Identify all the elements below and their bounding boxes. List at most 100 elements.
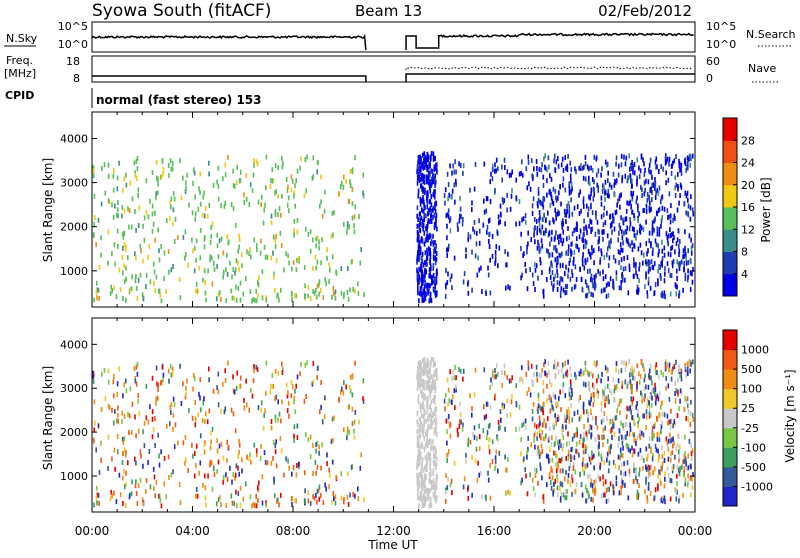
velocity-cell: [426, 380, 428, 386]
power-cell: [131, 196, 134, 202]
power-cell: [582, 196, 585, 202]
power-cell: [107, 260, 109, 266]
power-cell: [116, 212, 118, 218]
power-cell: [633, 213, 635, 218]
power-cell: [230, 202, 233, 207]
power-cell: [628, 266, 631, 272]
velocity-cell: [665, 385, 667, 391]
power-cell: [179, 295, 182, 301]
velocity-cell: [528, 386, 530, 392]
power-cell: [631, 240, 633, 246]
velocity-cell: [245, 378, 247, 384]
velocity-cell: [687, 366, 689, 372]
power-cell: [657, 281, 659, 287]
velocity-cell: [545, 453, 548, 459]
velocity-cell: [567, 431, 569, 437]
power-cell: [573, 249, 576, 255]
power-cell: [533, 232, 535, 238]
power-cell: [552, 217, 554, 223]
power-cell: [588, 251, 591, 257]
power-cell: [149, 198, 151, 204]
power-cell: [620, 285, 622, 291]
velocity-cell: [689, 422, 692, 428]
power-cell: [420, 167, 422, 173]
velocity-cell: [174, 422, 177, 428]
velocity-cell: [636, 479, 639, 485]
power-cell: [602, 276, 605, 282]
power-cell: [654, 177, 656, 182]
velocity-cell: [429, 404, 431, 410]
velocity-cell: [204, 485, 207, 491]
power-cell: [430, 274, 433, 280]
y-tick-label: 1000: [60, 470, 88, 483]
power-cell: [426, 198, 428, 204]
velocity-cell: [637, 423, 639, 429]
velocity-cell: [649, 363, 652, 369]
velocity-cell: [330, 439, 333, 445]
velocity-cell: [671, 437, 673, 443]
velocity-cell: [549, 480, 552, 485]
velocity-cell: [307, 437, 310, 443]
velocity-cell: [449, 482, 452, 488]
velocity-cell: [506, 398, 508, 404]
velocity-cell: [417, 377, 420, 383]
velocity-cell: [489, 495, 492, 501]
velocity-cell: [683, 407, 685, 412]
power-cell: [346, 221, 349, 227]
velocity-cell: [107, 465, 109, 471]
velocity-cell: [648, 411, 651, 417]
velocity-cell: [351, 392, 354, 398]
power-cell: [223, 203, 226, 209]
power-cell: [243, 192, 245, 198]
power-cell: [434, 255, 437, 261]
velocity-cell: [252, 378, 255, 384]
velocity-cell: [178, 482, 181, 488]
velocity-cell: [153, 486, 155, 491]
velocity-cell: [504, 426, 506, 432]
velocity-cell: [611, 427, 613, 433]
noise-right-tick-low: 10^0: [706, 38, 736, 51]
power-cell: [454, 159, 456, 165]
velocity-cell: [96, 500, 98, 506]
velocity-cell: [602, 442, 604, 448]
velocity-cell: [597, 434, 599, 440]
velocity-cell: [668, 367, 670, 373]
velocity-cell: [559, 496, 562, 502]
velocity-cell: [246, 454, 248, 460]
velocity-cell: [224, 406, 227, 412]
velocity-cell: [145, 478, 148, 483]
velocity-cell: [573, 455, 576, 461]
power-cell: [641, 187, 643, 193]
velocity-cell: [211, 486, 214, 492]
velocity-cell: [342, 390, 345, 396]
power-cell: [607, 170, 609, 176]
velocity-cell: [654, 382, 656, 388]
power-cell: [684, 190, 687, 196]
velocity-cell: [551, 404, 554, 410]
velocity-cell: [123, 468, 125, 474]
power-cell: [446, 252, 448, 258]
power-cell: [621, 229, 623, 235]
power-cell: [652, 182, 655, 188]
velocity-cell: [636, 489, 639, 495]
power-cell: [580, 163, 582, 168]
power-cell: [282, 160, 284, 166]
velocity-cell: [416, 461, 419, 467]
velocity-cell: [130, 491, 133, 497]
velocity-cell: [582, 438, 584, 444]
velocity-cell: [618, 465, 620, 471]
velocity-cell: [654, 370, 657, 376]
power-cell: [430, 239, 433, 245]
power-cell: [430, 182, 433, 188]
power-cell: [445, 267, 447, 273]
velocity-cell: [559, 468, 562, 474]
velocity-cell: [241, 457, 243, 463]
velocity-cell: [277, 417, 279, 423]
velocity-cell: [166, 423, 168, 429]
velocity-cell: [690, 450, 693, 456]
velocity-cell: [585, 498, 587, 504]
velocity-cell: [118, 472, 121, 478]
velocity-cell: [658, 454, 660, 460]
velocity-cell: [416, 429, 419, 435]
power-cell: [542, 196, 545, 201]
